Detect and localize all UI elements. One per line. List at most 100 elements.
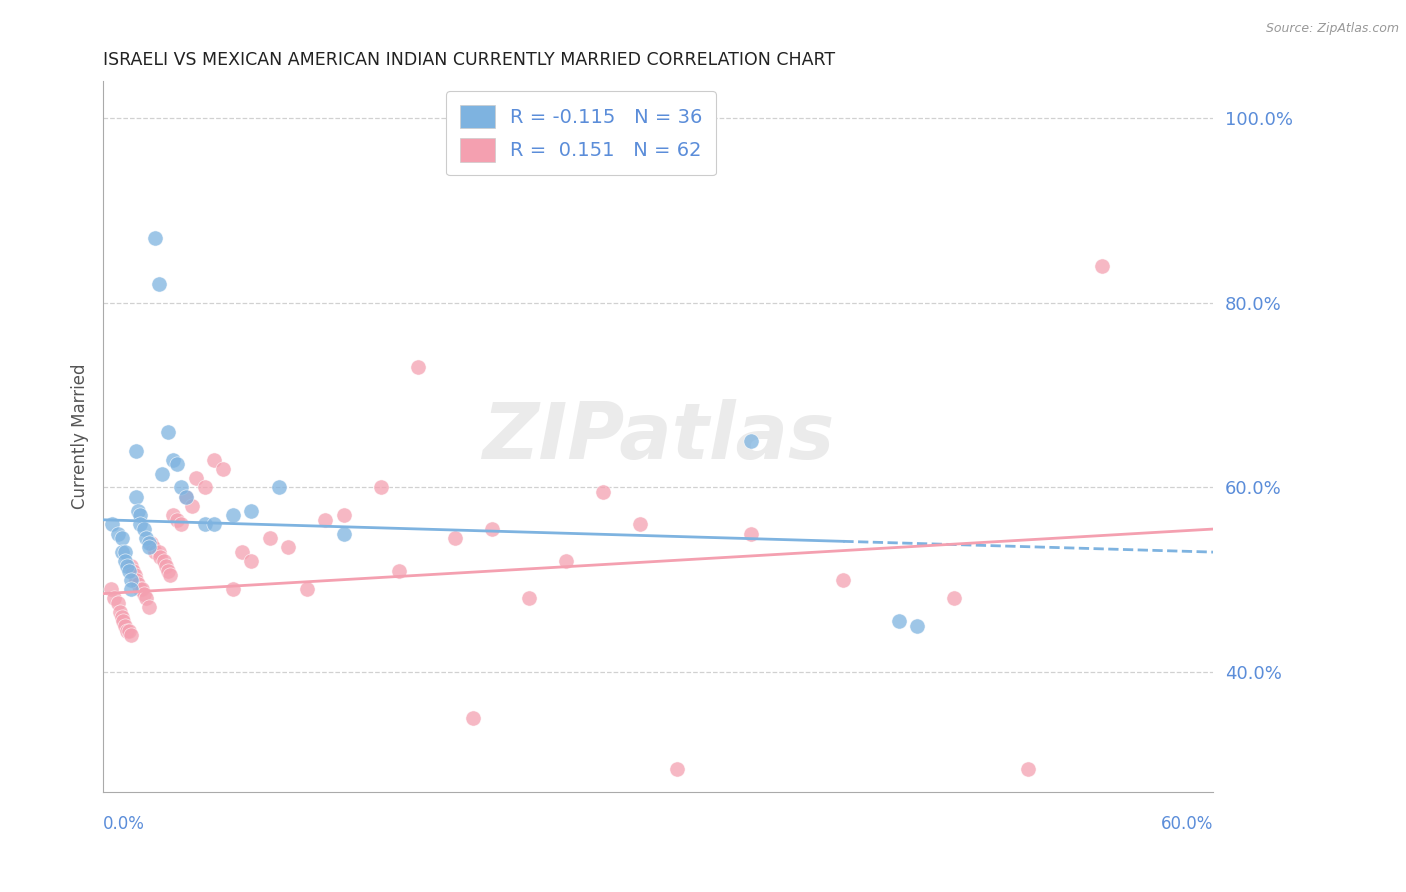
Point (156, 564, 179, 578)
Point (127, 503, 149, 517)
Point (162, 452, 184, 467)
Point (277, 541, 299, 555)
Point (267, 481, 290, 495)
Point (159, 568, 181, 582)
Y-axis label: Currently Married: Currently Married (72, 364, 89, 509)
Point (112, 615, 135, 629)
Point (129, 508, 152, 523)
Legend: R = -0.115   N = 36, R =  0.151   N = 62: R = -0.115 N = 36, R = 0.151 N = 62 (446, 91, 716, 176)
Point (156, 425, 179, 439)
Point (121, 564, 143, 578)
Point (115, 624, 138, 638)
Point (142, 541, 165, 555)
Point (101, 517, 124, 532)
Point (240, 554, 263, 568)
Point (463, 711, 485, 725)
Point (332, 526, 354, 541)
Point (202, 517, 225, 532)
Point (148, 545, 170, 559)
Point (181, 499, 204, 513)
Point (221, 508, 243, 523)
Point (131, 582, 153, 596)
Point (231, 545, 253, 559)
Point (107, 596, 129, 610)
Point (120, 558, 142, 573)
Point (481, 522, 503, 536)
Text: 60.0%: 60.0% (1161, 815, 1213, 833)
Point (628, 517, 651, 532)
Point (153, 554, 176, 568)
Point (114, 619, 136, 633)
Point (150, 467, 173, 481)
Point (120, 573, 142, 587)
Point (132, 587, 155, 601)
Point (221, 582, 243, 596)
Point (259, 531, 281, 545)
Text: ZIPatlas: ZIPatlas (482, 399, 834, 475)
Point (135, 531, 157, 545)
Text: Source: ZipAtlas.com: Source: ZipAtlas.com (1265, 22, 1399, 36)
Point (740, 434, 762, 449)
Point (832, 573, 855, 587)
Point (103, 591, 125, 606)
Point (149, 549, 172, 564)
Point (905, 619, 928, 633)
Point (240, 503, 263, 517)
Point (184, 471, 207, 485)
Point (100, 582, 122, 596)
Point (120, 582, 142, 596)
Point (118, 624, 141, 638)
Point (120, 628, 142, 642)
Point (1091, 259, 1114, 273)
Point (155, 558, 177, 573)
Point (129, 517, 152, 532)
Point (111, 531, 134, 545)
Point (125, 490, 148, 504)
Point (127, 577, 149, 591)
Point (332, 508, 354, 523)
Point (138, 600, 160, 615)
Point (143, 231, 166, 245)
Point (166, 458, 188, 472)
Point (176, 490, 198, 504)
Point (108, 605, 131, 619)
Point (406, 360, 429, 375)
Point (370, 481, 392, 495)
Point (125, 443, 148, 458)
Point (665, 762, 688, 776)
Point (138, 536, 160, 550)
Point (138, 541, 160, 555)
Point (111, 545, 134, 559)
Point (170, 481, 193, 495)
Point (443, 531, 465, 545)
Point (887, 615, 910, 629)
Point (943, 591, 966, 606)
Point (132, 522, 155, 536)
Point (107, 526, 129, 541)
Point (194, 481, 217, 495)
Point (194, 517, 217, 532)
Point (143, 545, 166, 559)
Text: 0.0%: 0.0% (103, 815, 145, 833)
Point (125, 573, 148, 587)
Point (162, 508, 184, 523)
Point (135, 591, 157, 606)
Text: ISRAELI VS MEXICAN AMERICAN INDIAN CURRENTLY MARRIED CORRELATION CHART: ISRAELI VS MEXICAN AMERICAN INDIAN CURRE… (103, 51, 835, 69)
Point (1017, 762, 1039, 776)
Point (114, 545, 136, 559)
Point (148, 277, 170, 292)
Point (517, 591, 540, 606)
Point (115, 558, 138, 573)
Point (111, 609, 134, 624)
Point (166, 513, 188, 527)
Point (176, 490, 198, 504)
Point (554, 554, 576, 568)
Point (212, 462, 235, 476)
Point (124, 568, 146, 582)
Point (314, 513, 336, 527)
Point (129, 582, 152, 596)
Point (118, 564, 141, 578)
Point (740, 526, 762, 541)
Point (202, 452, 225, 467)
Point (388, 564, 411, 578)
